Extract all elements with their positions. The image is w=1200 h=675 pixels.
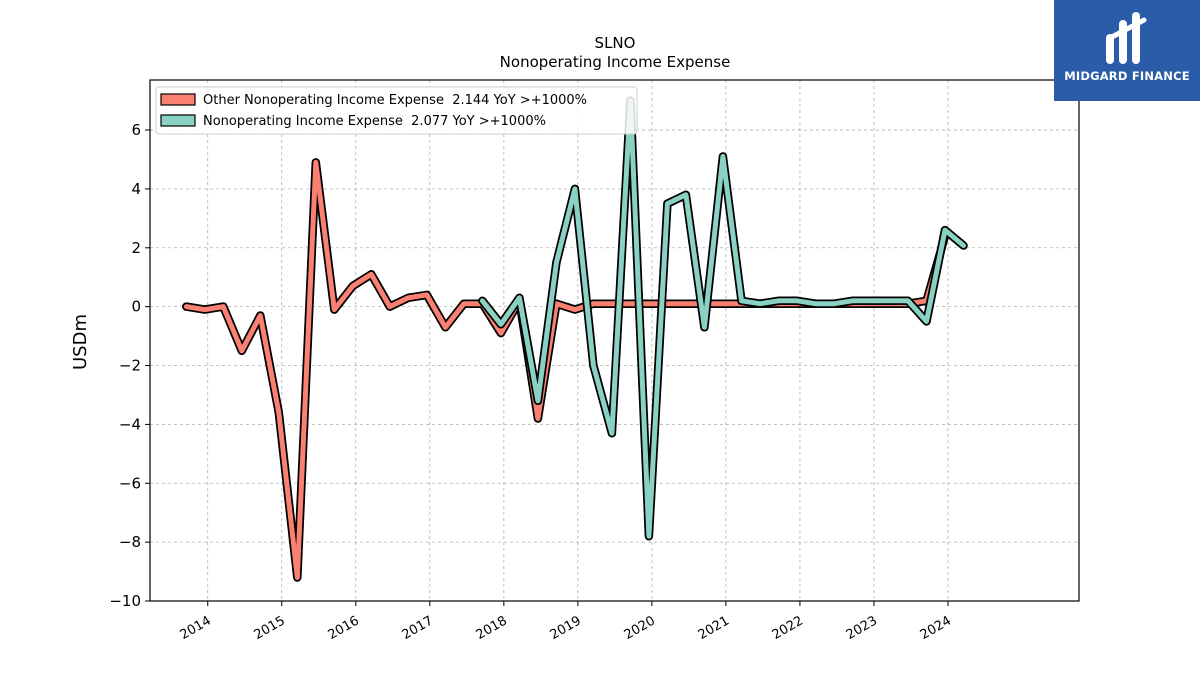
series-line-1 (479, 98, 966, 539)
x-tick-label: 2022 (770, 613, 806, 643)
legend-box (155, 86, 638, 135)
x-tick-label: 2019 (548, 613, 584, 643)
x-tick-label: 2020 (622, 613, 658, 643)
x-tick-label: 2016 (326, 613, 362, 643)
chart-subtitle: Nonoperating Income Expense (500, 53, 731, 71)
chart-title: SLNO (595, 34, 636, 52)
y-tick-label: −6 (119, 474, 141, 492)
x-tick-label: 2017 (400, 613, 436, 643)
brand-name: MIDGARD FINANCE (1064, 69, 1190, 83)
x-tick-label: 2015 (252, 613, 288, 643)
y-axis-label: USDm (70, 314, 91, 370)
legend-label-other: Other Nonoperating Income Expense 2.144 … (203, 93, 587, 108)
legend-label-nonoperating: Nonoperating Income Expense 2.077 YoY >+… (203, 114, 546, 129)
legend: Other Nonoperating Income Expense 2.144 … (155, 86, 638, 135)
x-tick-label: 2018 (474, 613, 510, 643)
y-tick-label: −2 (119, 357, 141, 375)
x-tick-label: 2021 (696, 613, 732, 643)
x-tick-label: 2023 (844, 613, 880, 643)
brand-logo: MIDGARD FINANCE (1054, 0, 1200, 101)
y-tick-label: 0 (131, 298, 141, 316)
y-tick-label: −8 (119, 533, 141, 551)
series-layer (182, 96, 968, 582)
legend-swatch-other (160, 93, 196, 106)
y-tick-label: 2 (131, 239, 141, 257)
y-tick-label: 4 (131, 180, 141, 198)
y-tick-label: −10 (109, 592, 141, 610)
midgard-logo-icon (1106, 12, 1147, 64)
legend-swatch-nonoperating (160, 114, 196, 127)
y-tick-label: 6 (131, 121, 141, 139)
y-tick-label: −4 (119, 415, 141, 433)
x-tick-label: 2024 (918, 613, 954, 643)
x-tick-label: 2014 (178, 613, 214, 643)
plot-frame (149, 79, 1080, 602)
